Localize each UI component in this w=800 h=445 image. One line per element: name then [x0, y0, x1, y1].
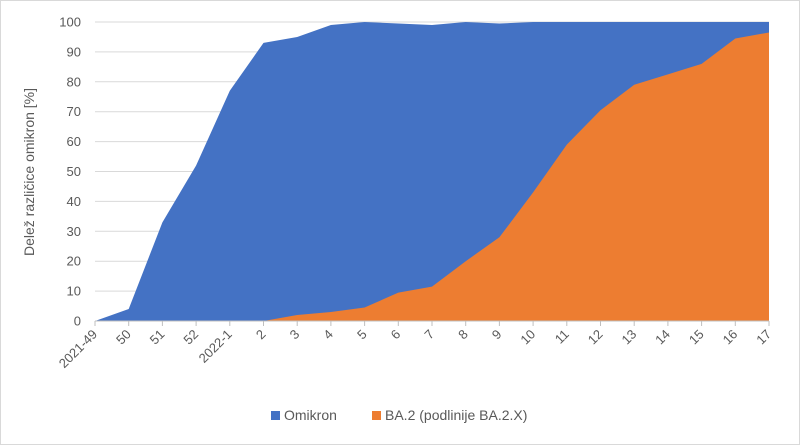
legend: Omikron BA.2 (podlinije BA.2.X) — [271, 407, 527, 423]
x-tick-label: 12 — [585, 327, 606, 348]
legend-label: BA.2 (podlinije BA.2.X) — [385, 407, 527, 423]
x-tick-label: 2021-49 — [56, 327, 100, 371]
x-tick-label: 11 — [552, 327, 572, 347]
x-tick-label: 10 — [517, 327, 538, 348]
y-tick-label: 70 — [67, 104, 81, 119]
x-axis — [94, 320, 770, 326]
x-tick-label: 16 — [720, 327, 741, 348]
y-tick-label: 40 — [67, 194, 81, 209]
x-tick-label: 50 — [113, 327, 134, 348]
y-tick-label: 100 — [59, 15, 81, 30]
x-tick-label: 13 — [618, 327, 639, 348]
x-tick-label: 4 — [320, 327, 336, 343]
y-tick-label: 60 — [67, 134, 81, 149]
x-tick-label: 5 — [354, 327, 370, 343]
x-tick-label: 6 — [388, 327, 404, 343]
y-tick-label: 0 — [74, 314, 81, 329]
series-area-1 — [95, 32, 769, 322]
x-tick-label: 14 — [652, 327, 673, 348]
y-tick-label: 20 — [67, 254, 81, 269]
y-tick-label: 10 — [67, 284, 81, 299]
x-tick-label: 7 — [421, 327, 437, 343]
x-tick-label: 8 — [455, 327, 471, 343]
y-axis-label: Delež različice omikron [%] — [21, 88, 37, 256]
x-tick-label: 51 — [147, 327, 168, 348]
legend-swatch — [372, 411, 381, 420]
legend-label: Omikron — [284, 407, 337, 423]
series-areas — [95, 22, 769, 322]
legend-swatch — [271, 411, 280, 420]
y-tick-label: 30 — [67, 224, 81, 239]
x-tick-label: 2022-1 — [196, 327, 235, 366]
x-tick-label: 2 — [253, 327, 269, 343]
x-tick-label: 52 — [180, 327, 201, 348]
legend-item-0: Omikron — [271, 407, 337, 423]
x-tick-label: 15 — [686, 327, 707, 348]
x-tick-label: 17 — [753, 327, 774, 348]
y-axis-ticks: 0 10 20 30 40 50 60 70 80 90 100 — [59, 15, 81, 329]
y-tick-label: 80 — [67, 74, 81, 89]
x-tick-label: 3 — [287, 327, 303, 343]
legend-item-1: BA.2 (podlinije BA.2.X) — [372, 407, 527, 423]
y-tick-label: 50 — [67, 164, 81, 179]
y-tick-label: 90 — [67, 44, 81, 59]
x-tick-label: 9 — [489, 327, 505, 343]
